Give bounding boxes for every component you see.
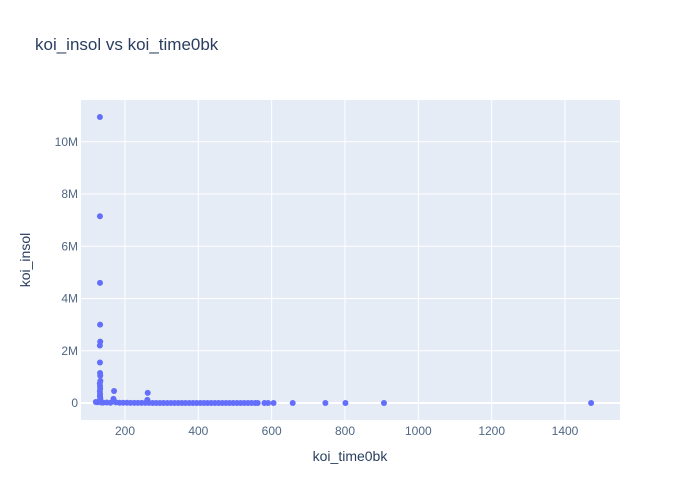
data-point <box>265 400 272 407</box>
data-point <box>254 400 261 407</box>
x-axis-title: koi_time0bk <box>313 448 389 464</box>
y-tick-label: 0 <box>71 396 78 410</box>
data-point <box>342 400 349 407</box>
y-tick-label: 2M <box>61 344 78 358</box>
data-point <box>322 400 329 407</box>
data-point <box>588 400 595 407</box>
y-axis-title: koi_insol <box>17 233 33 287</box>
x-tick-label: 1400 <box>552 424 579 438</box>
tick-labels: 200 400 600 800 1000 1200 1400 0 2M 4M 6M 8M 10M <box>55 135 579 438</box>
data-point <box>96 113 103 120</box>
grid-lines <box>81 100 620 420</box>
data-point <box>144 389 151 396</box>
plot-background <box>81 100 620 420</box>
data-point <box>96 342 103 349</box>
data-point <box>96 279 103 286</box>
data-point <box>96 359 103 366</box>
y-tick-label: 8M <box>61 187 78 201</box>
data-point <box>97 372 104 379</box>
x-tick-label: 1000 <box>405 424 432 438</box>
y-tick-label: 10M <box>55 135 78 149</box>
data-point <box>380 400 387 407</box>
x-tick-label: 600 <box>262 424 282 438</box>
data-points <box>92 113 595 407</box>
data-point <box>111 388 118 395</box>
data-point <box>107 399 114 406</box>
data-point <box>96 213 103 220</box>
data-point <box>289 400 296 407</box>
x-tick-label: 200 <box>115 424 135 438</box>
data-point <box>270 400 277 407</box>
x-tick-label: 1200 <box>478 424 505 438</box>
y-tick-label: 4M <box>61 292 78 306</box>
data-point <box>97 321 104 328</box>
chart-title: koi_insol vs koi_time0bk <box>35 35 219 54</box>
x-tick-label: 800 <box>335 424 355 438</box>
y-tick-label: 6M <box>61 239 78 253</box>
x-tick-label: 400 <box>188 424 208 438</box>
